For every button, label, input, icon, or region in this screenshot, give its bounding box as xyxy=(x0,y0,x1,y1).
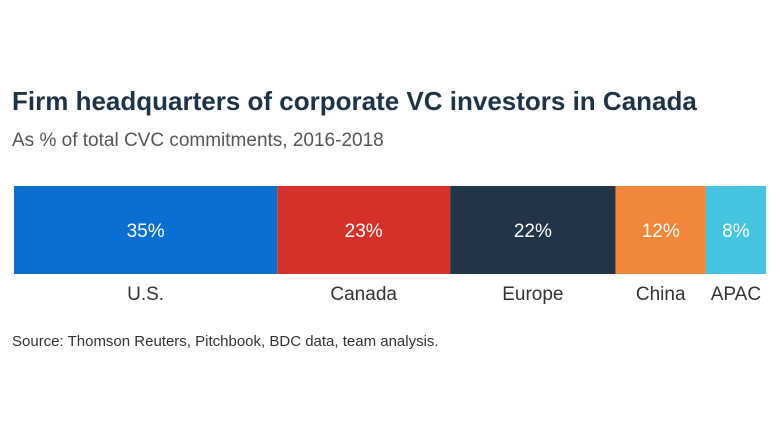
value-label-canada: 23% xyxy=(345,221,383,242)
stacked-bar-chart: 35% U.S. 23% Canada 22% Europe 12% China 8% APAC xyxy=(14,186,766,305)
chart-title: Firm headquarters of corporate VC invest… xyxy=(12,86,697,116)
category-label-china: China xyxy=(636,284,686,305)
category-label-canada: Canada xyxy=(330,284,397,305)
value-label-u-s: 35% xyxy=(127,221,165,242)
value-label-europe: 22% xyxy=(514,221,552,242)
category-label-u-s: U.S. xyxy=(127,284,164,305)
source-note: Source: Thomson Reuters, Pitchbook, BDC … xyxy=(12,333,439,350)
category-label-europe: Europe xyxy=(502,284,563,305)
bar-segment-u-s xyxy=(14,186,278,274)
value-label-apac: 8% xyxy=(722,221,750,242)
bar-segment-china xyxy=(615,186,706,274)
category-label-apac: APAC xyxy=(711,284,761,305)
chart-subtitle: As % of total CVC commitments, 2016-2018 xyxy=(12,130,384,151)
bar-segment-canada xyxy=(277,186,451,274)
value-label-china: 12% xyxy=(642,221,680,242)
bar-segment-apac xyxy=(705,186,766,274)
bar-segment-europe xyxy=(450,186,616,274)
